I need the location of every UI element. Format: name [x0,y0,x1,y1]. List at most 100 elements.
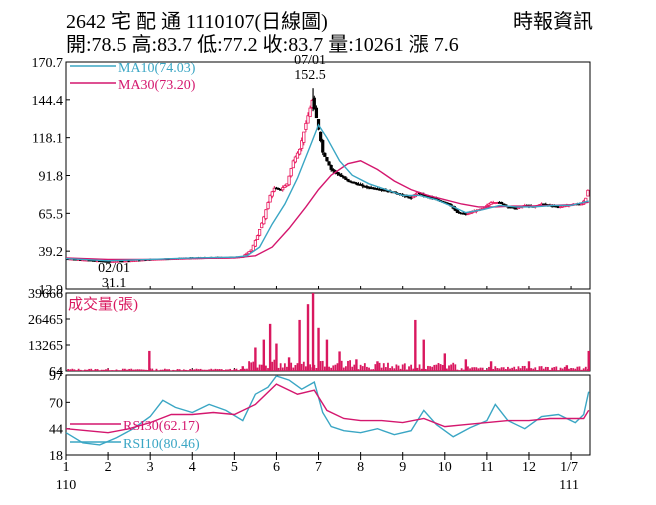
volume-bar [416,367,419,371]
volume-bar [189,368,192,371]
candle-body [500,201,504,205]
volume-bar [374,364,377,371]
volume-bar [406,369,408,371]
legend-label: MA30(73.20) [118,78,196,93]
volume-tick-label: 26465 [28,313,63,328]
rsi-panel-frame [65,374,591,456]
candle-body [346,178,350,182]
volume-bar [479,367,482,371]
volume-bar [166,369,168,371]
candle-body [268,194,272,203]
volume-bar [81,370,84,371]
rsi-legend-label: RSI10(80.46) [123,437,200,452]
candle-body [293,156,297,163]
price-tick-label: 144.4 [32,94,64,109]
volume-bar [258,364,261,371]
volume-bar [429,366,431,371]
volume-bar [185,369,187,371]
volume-bar [222,370,225,371]
volume-bar [464,359,468,371]
volume-bar [262,339,266,371]
candle-body [314,107,319,119]
rsi-tick-label: 70 [49,396,63,411]
volume-bar [115,369,118,371]
volume-bar [256,367,259,371]
x-tick-label: 8 [357,460,364,475]
candle-body [289,168,293,177]
volume-bar [225,369,227,371]
volume-bar [332,365,335,371]
candle-body [297,148,302,155]
volume-bar [547,366,549,371]
volume-bar [504,369,507,371]
volume-bar [159,369,162,371]
candle-body [258,228,262,236]
candle-body [281,187,285,191]
volume-bar [536,370,539,371]
volume-bar [433,364,436,371]
volume-bar [267,368,269,371]
volume-bar [191,369,194,371]
volume-bar [319,361,322,371]
volume-bar [469,368,471,371]
volume-bar [98,370,101,371]
volume-bar [90,368,93,371]
candle-body [502,203,506,206]
volume-bar [317,327,320,371]
volume-tick-label: 13265 [28,339,63,354]
volume-bar [336,363,339,371]
volume-bar [483,369,486,371]
volume-bar [572,368,575,371]
volume-bar [277,367,280,371]
volume-bar [229,368,232,371]
price-tick-label: 39.2 [39,245,64,260]
candle-body [361,184,365,187]
volume-bar [79,369,82,371]
volume-bar [372,369,375,371]
volume-bar [488,366,490,371]
volume-bar [174,370,177,371]
volume-bar [94,369,97,371]
volume-bar [311,293,315,371]
volume-bar [309,364,312,371]
volume-bar [117,370,120,371]
volume-bar [344,366,347,371]
volume-bar [203,369,206,371]
volume-bar [126,369,128,371]
volume-bar [555,366,558,371]
volume-bar [366,366,368,371]
volume-bar [71,368,74,371]
volume-bar [268,323,272,371]
volume-bar [563,366,566,371]
price-panel-frame [65,61,591,290]
volume-bar [182,369,185,371]
volume-bar [273,359,276,371]
volume-bar [210,368,213,371]
volume-bar [265,365,267,371]
volume-bar [325,339,329,371]
x-tick-label: 1 [63,460,70,475]
price-tick-label: 170.7 [32,56,64,71]
volume-bar [481,367,484,371]
x-tick-label: 4 [189,460,196,475]
volume-bar [509,368,511,371]
candle-body [266,202,270,210]
volume-bar [157,370,160,371]
volume-bar [96,369,99,371]
volume-bar [214,368,217,371]
volume-bar [151,368,154,371]
volume-bar [576,366,579,371]
rsi-tick-label: 18 [49,449,63,464]
volume-bar [241,366,244,371]
ohlc-stats: 開:78.5 高:83.7 低:77.2 收:83.7 量:10261 漲 7.… [66,34,459,56]
annotation-value: 152.5 [294,68,326,83]
candle-body [272,187,276,192]
volume-bar [418,364,421,371]
volume-bar [427,365,429,371]
volume-bar [145,369,147,371]
candle-body [260,222,264,229]
volume-bar [193,369,196,371]
volume-bar [515,369,518,371]
